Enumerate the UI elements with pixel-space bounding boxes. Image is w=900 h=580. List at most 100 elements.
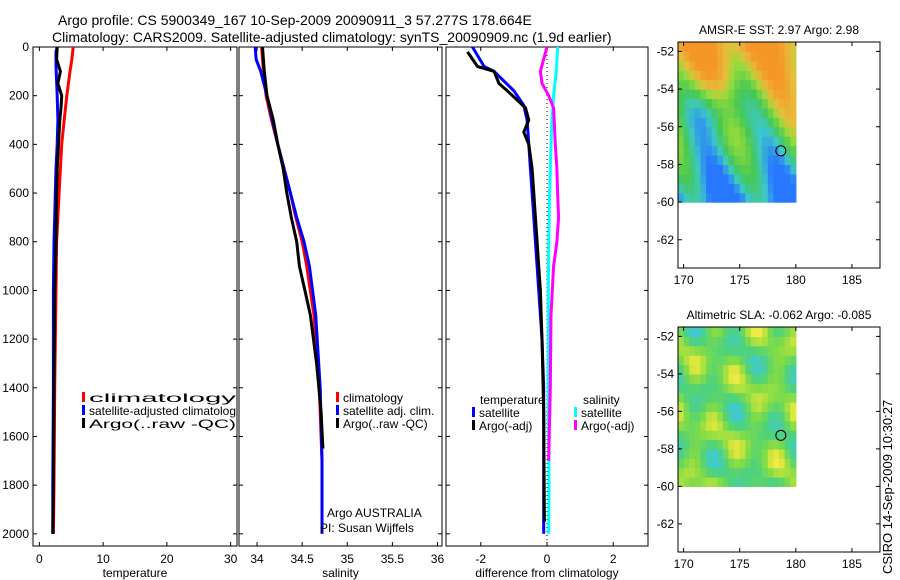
heat-cell bbox=[773, 458, 780, 469]
x-tick-label: 35.5 bbox=[381, 552, 405, 566]
heat-cell bbox=[728, 89, 735, 100]
heat-cell bbox=[784, 107, 791, 118]
heat-cell bbox=[728, 448, 735, 459]
heat-cell bbox=[694, 420, 702, 431]
heat-cell bbox=[750, 364, 758, 375]
heat-cell bbox=[762, 183, 769, 194]
heat-cell bbox=[722, 477, 730, 487]
heat-cell bbox=[779, 420, 786, 431]
heat-cell bbox=[689, 51, 696, 62]
argo-location-marker bbox=[775, 429, 787, 441]
heat-cell bbox=[722, 327, 730, 337]
legend-entry: climatology bbox=[89, 391, 236, 405]
heat-cell bbox=[683, 420, 690, 431]
heat-cell bbox=[784, 411, 791, 422]
heat-cell bbox=[678, 145, 685, 156]
heat-cell bbox=[722, 420, 730, 431]
heat-cell bbox=[717, 107, 724, 118]
heat-cell bbox=[694, 117, 702, 128]
heat-cell bbox=[784, 327, 791, 337]
heat-cell bbox=[728, 155, 735, 166]
heat-cell bbox=[728, 192, 735, 203]
heat-cell bbox=[767, 192, 774, 203]
heat-cell bbox=[745, 448, 752, 459]
heat-cell bbox=[750, 89, 758, 100]
heat-cell bbox=[717, 430, 724, 441]
heat-cell bbox=[717, 79, 724, 90]
heat-cell bbox=[700, 51, 707, 62]
heat-cell bbox=[790, 336, 797, 347]
heat-cell bbox=[700, 145, 707, 156]
heat-cell bbox=[773, 70, 780, 81]
heat-cell bbox=[734, 51, 741, 62]
heat-cell bbox=[706, 430, 713, 441]
map-field-2 bbox=[678, 327, 797, 487]
heat-cell bbox=[790, 364, 797, 375]
heat-cell bbox=[722, 117, 730, 128]
x-tick-label: 185 bbox=[842, 273, 862, 287]
heat-cell bbox=[750, 79, 758, 90]
heat-cell bbox=[706, 42, 713, 53]
y-tick-label: -60 bbox=[657, 479, 675, 493]
heat-cell bbox=[722, 383, 730, 394]
heat-cell bbox=[784, 439, 791, 450]
heat-cell bbox=[683, 383, 690, 394]
heat-cell bbox=[678, 336, 685, 347]
heat-cell bbox=[683, 467, 690, 478]
heat-cell bbox=[779, 164, 786, 175]
heat-cell bbox=[722, 192, 730, 203]
heat-cell bbox=[678, 42, 685, 53]
heat-cell bbox=[689, 107, 696, 118]
heat-cell bbox=[762, 402, 769, 412]
heat-cell bbox=[722, 448, 730, 459]
y-tick-label: -62 bbox=[657, 517, 675, 531]
heat-cell bbox=[678, 467, 685, 478]
heat-cell bbox=[700, 383, 707, 394]
heat-cell bbox=[689, 327, 696, 337]
heat-cell bbox=[756, 355, 763, 366]
heat-cell bbox=[745, 430, 752, 441]
x-tick-label: 36 bbox=[431, 552, 445, 566]
heat-cell bbox=[784, 336, 791, 347]
heat-cell bbox=[790, 164, 797, 175]
heat-cell bbox=[756, 411, 763, 422]
heat-cell bbox=[711, 345, 718, 356]
heat-cell bbox=[756, 173, 763, 184]
heat-cell bbox=[779, 70, 786, 81]
heat-cell bbox=[756, 327, 763, 337]
heat-cell bbox=[745, 173, 752, 184]
heat-cell bbox=[739, 392, 746, 403]
heat-cell bbox=[790, 402, 797, 412]
heat-cell bbox=[706, 79, 713, 90]
heat-cell bbox=[750, 136, 758, 147]
heat-cell bbox=[689, 173, 696, 184]
heat-cell bbox=[706, 383, 713, 394]
heat-cell bbox=[689, 183, 696, 194]
heat-cell bbox=[717, 458, 724, 469]
heat-cell bbox=[762, 70, 769, 81]
heat-cell bbox=[739, 42, 746, 53]
heat-cell bbox=[711, 183, 718, 194]
heat-cell bbox=[722, 70, 730, 81]
heat-cell bbox=[722, 458, 730, 469]
heat-cell bbox=[711, 155, 718, 166]
heat-cell bbox=[711, 383, 718, 394]
heat-cell bbox=[717, 51, 724, 62]
heat-cell bbox=[694, 439, 702, 450]
heat-cell bbox=[767, 89, 774, 100]
heat-cell bbox=[790, 345, 797, 356]
series-argo-adj- bbox=[466, 51, 546, 522]
heat-cell bbox=[750, 327, 758, 337]
heat-cell bbox=[739, 155, 746, 166]
heat-cell bbox=[717, 117, 724, 128]
heat-cell bbox=[678, 364, 685, 375]
heat-cell bbox=[756, 60, 763, 71]
heat-cell bbox=[784, 136, 791, 147]
heat-cell bbox=[717, 402, 724, 412]
heat-cell bbox=[745, 145, 752, 156]
heat-cell bbox=[678, 107, 685, 118]
heat-cell bbox=[773, 355, 780, 366]
heat-cell bbox=[745, 126, 752, 137]
heat-cell bbox=[773, 364, 780, 375]
heat-cell bbox=[694, 355, 702, 366]
